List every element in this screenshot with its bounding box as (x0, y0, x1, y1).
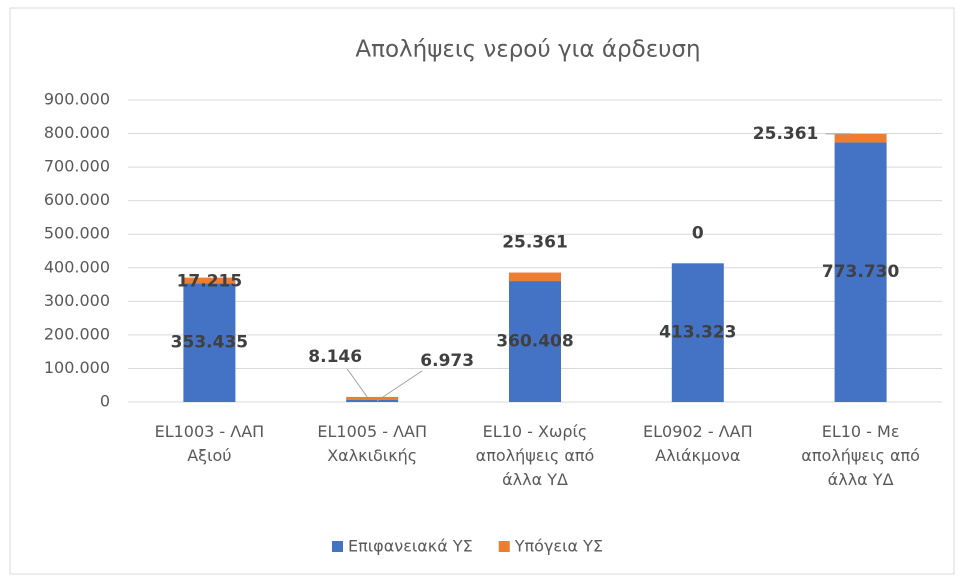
y-tick-label: 600.000 (44, 190, 110, 209)
legend-label: Υπόγεια ΥΣ (514, 537, 603, 556)
bar-segment (509, 281, 561, 402)
bar-segment (346, 399, 399, 402)
legend-swatch (332, 541, 343, 552)
data-label: 17.215 (177, 272, 243, 292)
y-tick-label: 400.000 (44, 257, 110, 276)
chart-border (9, 7, 955, 575)
x-tick-label: EL10 - Χωρίς απολήψεις από άλλα ΥΔ (475, 422, 595, 489)
data-label: 360.408 (496, 332, 573, 352)
bar-segment (183, 283, 236, 402)
y-tick-label: 0 (100, 392, 110, 411)
data-label: 25.361 (753, 124, 819, 144)
x-tick-label: EL1005 - ΛΑΠ Χαλκιδικής (317, 422, 427, 465)
legend-label: Επιφανειακά ΥΣ (348, 537, 473, 556)
leader-line (346, 368, 368, 398)
chart-title: Απολήψεις νερού για άρδευση (355, 37, 700, 63)
data-label: 353.435 (171, 333, 248, 353)
y-tick-label: 700.000 (44, 157, 110, 176)
legend-swatch (498, 541, 510, 552)
bar-segment (834, 133, 887, 143)
bar-segment (834, 142, 887, 402)
y-tick-label: 100.000 (44, 358, 110, 377)
data-label: 6.973 (420, 351, 474, 371)
bar-segment (509, 272, 561, 282)
y-tick-label: 500.000 (44, 224, 110, 243)
x-tick-label: EL0902 - ΛΑΠ Αλιάκμονα (642, 422, 753, 465)
leader-line (376, 370, 423, 402)
data-label: 8.146 (308, 347, 362, 367)
y-tick-label: 200.000 (44, 324, 110, 343)
data-label: 0 (692, 223, 704, 243)
x-tick-label: EL10 - Με απολήψεις από άλλα ΥΔ (801, 422, 920, 489)
data-label: 773.730 (822, 262, 900, 282)
y-tick-label: 300.000 (44, 291, 110, 310)
bar-segment (671, 263, 724, 402)
bar-segment (183, 277, 236, 284)
bar-segment (346, 396, 399, 400)
y-tick-label: 800.000 (44, 123, 110, 142)
data-label: 413.323 (659, 323, 736, 343)
data-label: 25.361 (502, 233, 568, 253)
x-tick-label: EL1003 - ΛΑΠ Αξιού (154, 422, 265, 465)
y-tick-label: 900.000 (44, 90, 110, 109)
